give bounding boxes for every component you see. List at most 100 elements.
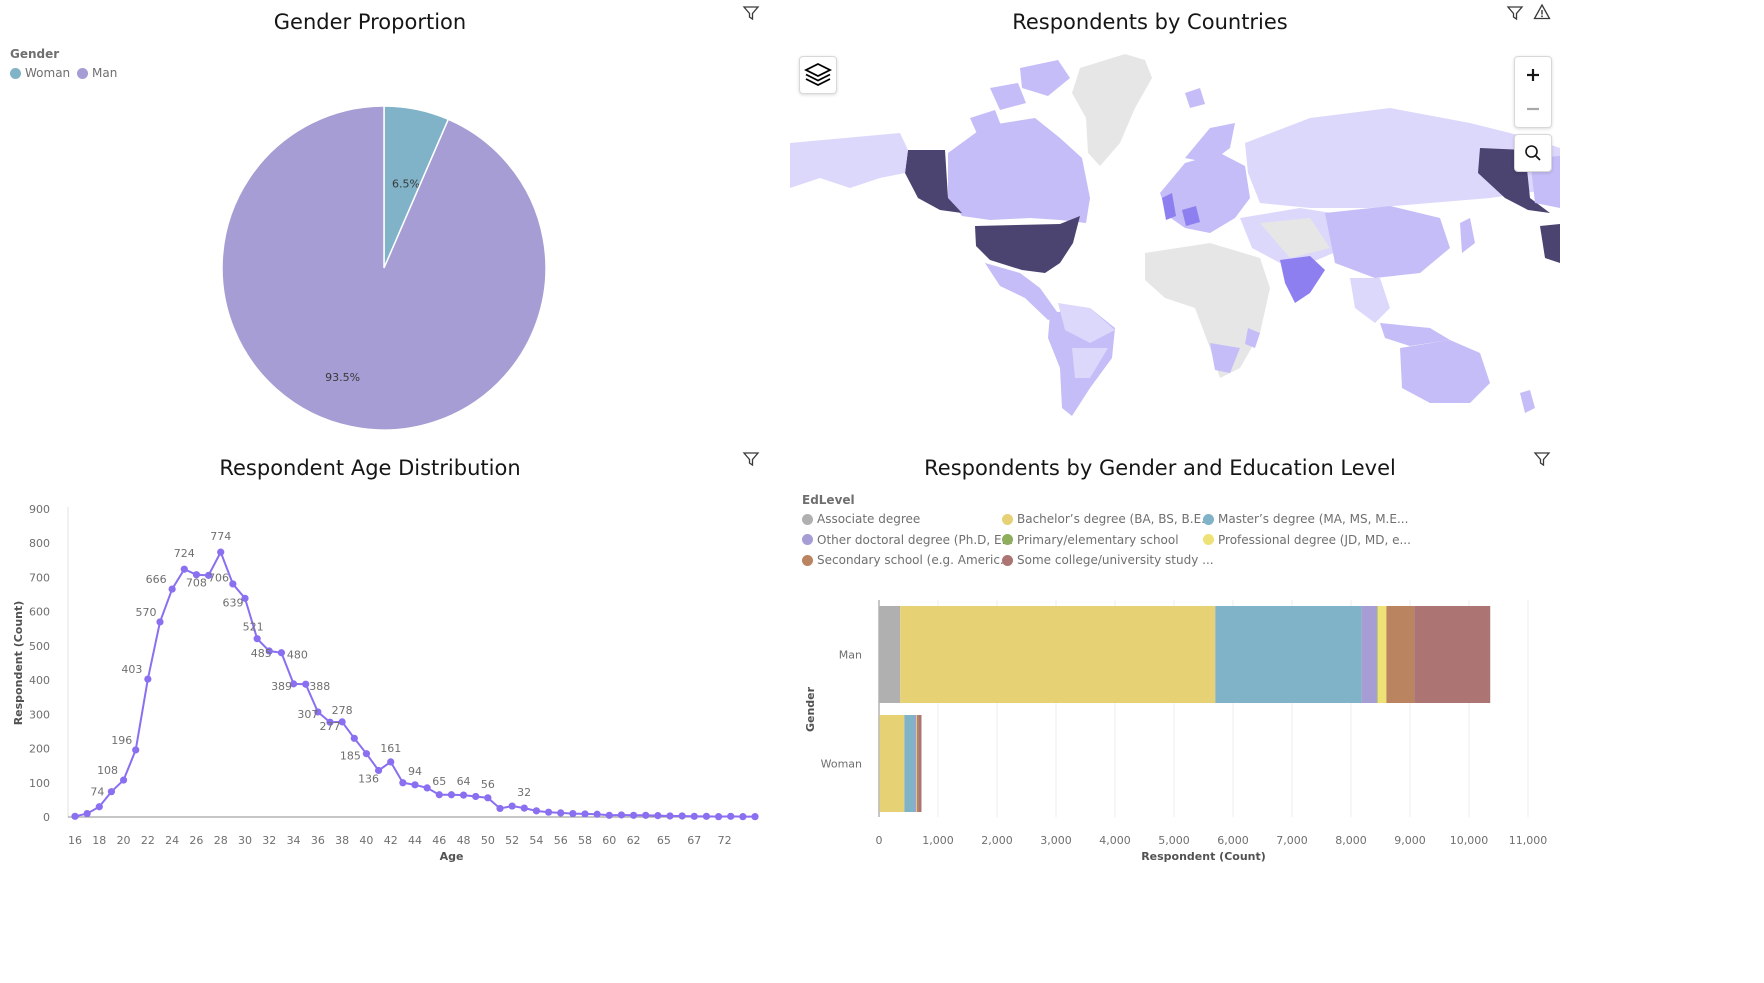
legend-label: Master’s degree (MA, MS, M.E... <box>1218 512 1409 526</box>
x-tick-label: 9,000 <box>1394 834 1426 847</box>
legend-item-man[interactable]: Man <box>77 66 117 80</box>
data-point <box>132 746 140 754</box>
data-label: 65 <box>432 775 446 788</box>
data-label: 307 <box>297 708 318 721</box>
data-point <box>374 766 383 775</box>
countries-panel: Respondents by Countries <box>790 0 1560 450</box>
legend-item-edlevel[interactable]: Master’s degree (MA, MS, M.E... <box>1203 512 1408 526</box>
data-point <box>666 812 674 820</box>
data-label: 666 <box>146 573 167 586</box>
data-point <box>496 804 504 813</box>
gender-legend-title: Gender <box>10 47 60 61</box>
filter-icon[interactable] <box>1533 450 1551 468</box>
x-tick-label: 67 <box>687 834 701 847</box>
y-tick-label: Woman <box>821 758 862 771</box>
bar-segment-man <box>1386 606 1415 703</box>
x-tick-label: 2,000 <box>981 834 1013 847</box>
filter-icon[interactable] <box>742 4 760 22</box>
data-point <box>435 791 443 799</box>
data-point <box>83 809 91 818</box>
data-point <box>727 812 735 820</box>
data-label: 185 <box>340 750 361 763</box>
data-point <box>71 812 79 820</box>
legend-swatch <box>1002 554 1013 566</box>
x-tick-label: 8,000 <box>1335 834 1367 847</box>
filter-icon[interactable] <box>1506 4 1524 22</box>
x-tick-label: 18 <box>92 834 106 847</box>
bar-segment-man <box>1361 606 1377 703</box>
x-tick-label: 16 <box>68 834 82 847</box>
legend-item-edlevel[interactable]: Other doctoral degree (Ph.D, E... <box>802 533 1013 547</box>
data-point <box>399 779 407 787</box>
y-tick-label: 900 <box>29 503 50 516</box>
data-label: 706 <box>208 571 229 584</box>
edlevel-legend-title: EdLevel <box>802 493 855 507</box>
map-search-button[interactable] <box>1514 134 1552 172</box>
data-point <box>119 776 128 784</box>
zoom-controls <box>1514 56 1552 128</box>
data-label: 196 <box>111 734 132 747</box>
legend-item-edlevel[interactable]: Bachelor’s degree (BA, BS, B.E... <box>1002 512 1213 526</box>
data-point <box>654 812 662 820</box>
legend-item-edlevel[interactable]: Associate degree <box>802 512 920 526</box>
x-tick-label: 42 <box>384 834 398 847</box>
bar-segment-woman <box>904 715 915 812</box>
gender-pie-chart: 6.5% 93.5% <box>221 105 547 431</box>
data-label: 521 <box>243 621 264 634</box>
education-bar-chart: 0 1,000 2,000 3,000 4,000 5,000 6,000 7,000 8,00… <box>804 600 1548 863</box>
layers-button[interactable] <box>799 56 837 94</box>
x-tick-label: 65 <box>657 834 671 847</box>
data-point <box>557 809 565 817</box>
data-label: 724 <box>174 547 195 560</box>
minus-icon[interactable] <box>1516 92 1550 126</box>
data-point <box>423 784 431 792</box>
legend-label: Man <box>92 66 118 80</box>
education-panel: Respondents by Gender and Education Leve… <box>790 450 1560 880</box>
x-tick-label: 56 <box>554 834 568 847</box>
data-point <box>95 803 103 811</box>
data-label: 639 <box>223 596 244 609</box>
data-point <box>265 647 273 655</box>
data-point <box>629 811 638 819</box>
countries-chart-title: Respondents by Countries <box>1012 10 1288 34</box>
data-point <box>447 791 456 799</box>
x-tick-label: 58 <box>578 834 592 847</box>
legend-item-edlevel[interactable]: Secondary school (e.g. Americ... <box>802 553 1011 567</box>
data-label: 389 <box>271 680 292 693</box>
data-label: 32 <box>517 786 531 799</box>
data-point <box>277 649 286 657</box>
legend-swatch <box>1203 513 1214 525</box>
x-tick-label: 22 <box>141 834 155 847</box>
legend-item-edlevel[interactable]: Primary/elementary school <box>1002 533 1179 547</box>
legend-item-edlevel[interactable]: Professional degree (JD, MD, e... <box>1203 533 1411 547</box>
data-point <box>302 680 310 688</box>
bar-segment-man <box>879 606 901 703</box>
y-axis-label: Respondent (Count) <box>12 601 25 726</box>
warning-icon[interactable] <box>1533 3 1551 21</box>
bar-segment-woman <box>914 715 917 812</box>
data-label: 161 <box>380 742 401 755</box>
data-point <box>605 811 613 819</box>
bar-segment-man <box>900 606 1216 703</box>
plus-icon[interactable] <box>1516 58 1550 92</box>
legend-label: Associate degree <box>817 512 921 526</box>
data-point <box>508 802 516 810</box>
data-label: 774 <box>210 530 231 543</box>
data-point <box>144 675 152 683</box>
data-point <box>314 708 322 716</box>
filter-icon[interactable] <box>742 450 760 468</box>
data-point <box>739 813 747 821</box>
data-point <box>532 807 541 815</box>
data-label: 64 <box>457 775 471 788</box>
legend-item-edlevel[interactable]: Some college/university study ... <box>1002 553 1214 567</box>
data-point <box>241 594 249 602</box>
data-point <box>472 792 480 801</box>
x-tick-label: 40 <box>359 834 373 847</box>
legend-item-woman[interactable]: Woman <box>10 66 70 80</box>
data-point <box>362 750 371 758</box>
x-tick-label: 0 <box>876 834 883 847</box>
x-tick-label: 11,000 <box>1509 834 1548 847</box>
data-point <box>156 618 164 626</box>
world-map[interactable] <box>790 48 1560 423</box>
data-label: 480 <box>287 649 308 662</box>
